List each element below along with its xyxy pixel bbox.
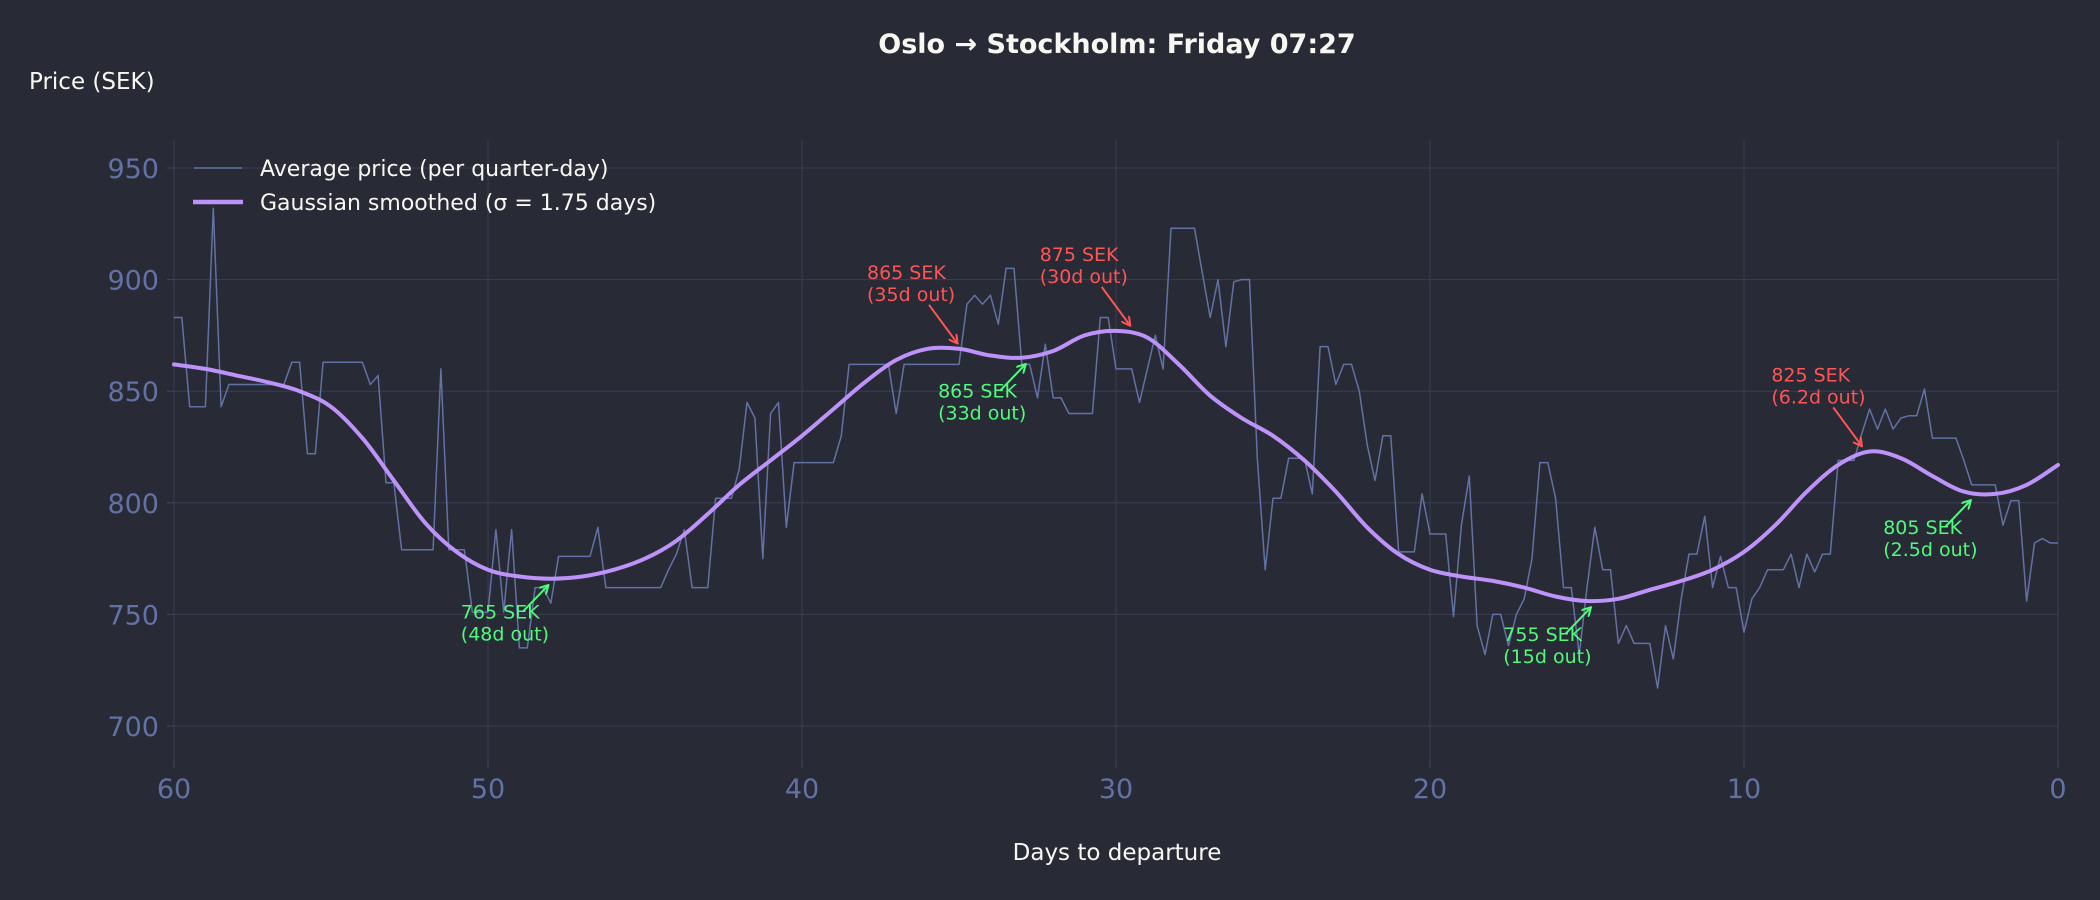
- annotation-price: 755 SEK: [1503, 624, 1582, 646]
- x-tick-label: 40: [785, 774, 819, 805]
- annotation-days: (2.5d out): [1883, 539, 1977, 561]
- legend-label-raw: Average price (per quarter-day): [260, 157, 608, 182]
- series: [172, 207, 2060, 689]
- x-tick-label: 30: [1099, 774, 1133, 805]
- x-axis-label: Days to departure: [1013, 840, 1222, 866]
- annotation-price: 825 SEK: [1771, 364, 1850, 386]
- y-tick-label: 850: [107, 377, 159, 408]
- annotation-price: 865 SEK: [867, 262, 946, 284]
- grid: [173, 140, 2059, 760]
- y-tick-label: 900: [107, 266, 159, 297]
- chart-title: Oslo → Stockholm: Friday 07:27: [878, 29, 1355, 60]
- annotation-arrow: [999, 365, 1025, 392]
- peak-annotation: 825 SEK(6.2d out): [1771, 364, 1866, 445]
- legend: Average price (per quarter-day) Gaussian…: [193, 157, 656, 216]
- peak-annotation: 865 SEK(35d out): [867, 262, 957, 343]
- x-tick-label: 60: [157, 774, 191, 805]
- axis-ticks: 60 50 40 30 20 10 0 700 750 800 850 900 950: [107, 154, 2066, 805]
- annotation-days: (15d out): [1503, 646, 1591, 668]
- x-tick-label: 10: [1727, 774, 1761, 805]
- x-tick-label: 20: [1413, 774, 1447, 805]
- trough-annotation: 865 SEK(33d out): [938, 365, 1026, 425]
- annotation-price: 765 SEK: [461, 602, 540, 624]
- annotation-days: (35d out): [867, 284, 955, 306]
- annotation-arrow: [928, 304, 957, 343]
- y-tick-label: 800: [107, 489, 159, 520]
- annotation-price: 875 SEK: [1040, 244, 1119, 266]
- x-tick-label: 50: [471, 774, 505, 805]
- trough-annotation: 755 SEK(15d out): [1503, 608, 1591, 668]
- annotation-days: (6.2d out): [1771, 386, 1865, 408]
- raw-price-line: [174, 207, 2058, 689]
- annotation-arrow: [522, 586, 548, 613]
- annotation-days: (33d out): [938, 403, 1026, 425]
- y-tick-label: 700: [107, 712, 159, 743]
- annotation-arrow: [1100, 286, 1130, 325]
- annotation-days: (48d out): [461, 624, 549, 646]
- annotation-arrow: [1832, 406, 1861, 445]
- legend-label-smoothed: Gaussian smoothed (σ = 1.75 days): [260, 191, 656, 216]
- annotation-arrow: [1944, 501, 1970, 528]
- trough-annotation: 805 SEK(2.5d out): [1883, 501, 1977, 561]
- annotation-price: 805 SEK: [1883, 517, 1962, 539]
- peak-annotation: 875 SEK(30d out): [1040, 244, 1130, 325]
- y-tick-label: 750: [107, 600, 159, 631]
- x-tick-label: 0: [2049, 774, 2066, 805]
- annotation-days: (30d out): [1040, 266, 1128, 288]
- smoothed-price-line: [172, 328, 2060, 604]
- annotations: 865 SEK(35d out)875 SEK(30d out)825 SEK(…: [461, 244, 1978, 668]
- y-axis-label: Price (SEK): [29, 69, 155, 95]
- annotation-price: 865 SEK: [938, 381, 1017, 403]
- trough-annotation: 765 SEK(48d out): [461, 586, 549, 646]
- annotation-arrow: [1564, 608, 1590, 635]
- y-tick-label: 950: [107, 154, 159, 185]
